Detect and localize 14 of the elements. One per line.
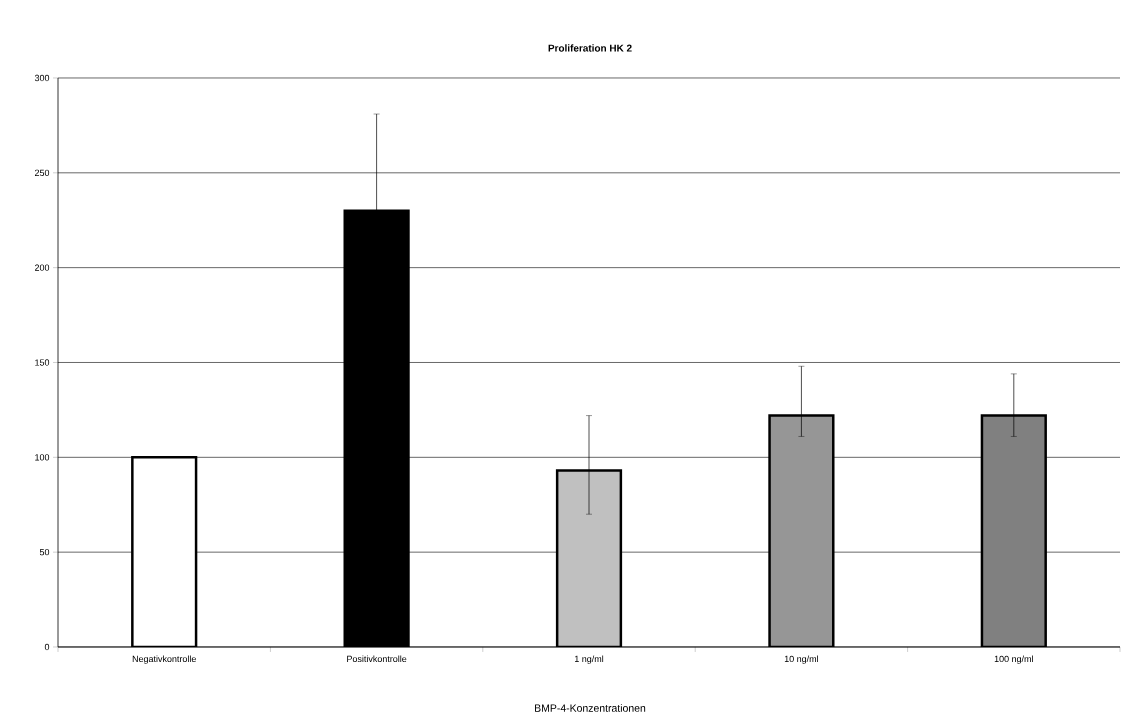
x-tick-label: 1 ng/ml bbox=[575, 655, 604, 664]
y-tick-label: 0 bbox=[44, 643, 50, 651]
chart-title: Proliferation HK 2 bbox=[548, 44, 632, 52]
y-tick-label: 50 bbox=[39, 548, 50, 556]
x-tick-label: 100 ng/ml bbox=[994, 655, 1033, 664]
y-tick-label: 300 bbox=[34, 74, 50, 82]
x-tick-label: Negativkontrolle bbox=[132, 655, 196, 664]
y-tick-label: 150 bbox=[35, 359, 50, 366]
y-tick-label: 100 bbox=[35, 454, 50, 461]
x-tick-label: Positivkontrolle bbox=[347, 655, 407, 663]
x-tick-label: 10 ng/ml bbox=[784, 655, 818, 664]
y-tick-label: 250 bbox=[34, 169, 50, 176]
y-tick-label: 200 bbox=[34, 264, 50, 271]
x-axis-title: BMP-4-Konzentrationen bbox=[535, 704, 646, 712]
